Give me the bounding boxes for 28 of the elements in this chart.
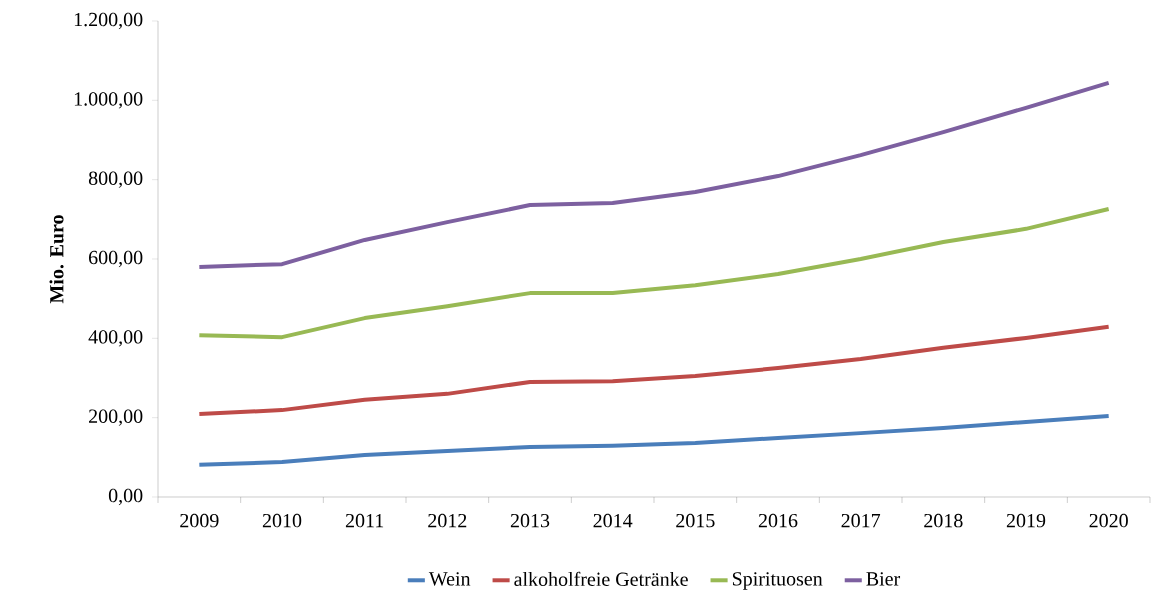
x-tick-label: 2015 bbox=[676, 513, 715, 528]
x-tick-label: 2014 bbox=[593, 513, 633, 528]
line-series bbox=[197, 324, 1111, 417]
line-series bbox=[197, 414, 1111, 467]
x-tick-label: 2020 bbox=[1089, 513, 1128, 528]
y-tick-label: 1.000,00 bbox=[74, 92, 143, 109]
y-axis-title: Mio. Euro bbox=[49, 215, 64, 304]
x-tick-label: 2012 bbox=[428, 513, 467, 528]
line-series bbox=[197, 207, 1111, 340]
x-tick-label: 2013 bbox=[510, 513, 550, 528]
y-tick-label: 0,00 bbox=[108, 488, 143, 506]
x-tick-label: 2017 bbox=[841, 513, 881, 528]
legend-label: Bier bbox=[866, 572, 901, 586]
x-tick-label: 2018 bbox=[924, 513, 963, 528]
y-tick-label: 400,00 bbox=[88, 330, 143, 347]
x-tick-label: 2010 bbox=[262, 513, 302, 528]
x-tick-label: 2016 bbox=[758, 513, 798, 528]
legend-label: alkoholfreie Getränke bbox=[514, 571, 688, 587]
x-tick-label: 2009 bbox=[180, 513, 219, 528]
line-series bbox=[197, 80, 1111, 269]
y-tick-label: 200,00 bbox=[89, 409, 143, 426]
y-tick-label: 600,00 bbox=[89, 250, 143, 268]
x-tick-label: 2019 bbox=[1006, 513, 1046, 528]
y-tick-label: 800,00 bbox=[88, 171, 143, 188]
y-tick-label: 1.200,00 bbox=[74, 12, 143, 30]
x-tick-label: 2011 bbox=[345, 513, 384, 528]
legend-label: Wein bbox=[428, 572, 471, 586]
legend-label: Spirituosen bbox=[732, 572, 823, 590]
